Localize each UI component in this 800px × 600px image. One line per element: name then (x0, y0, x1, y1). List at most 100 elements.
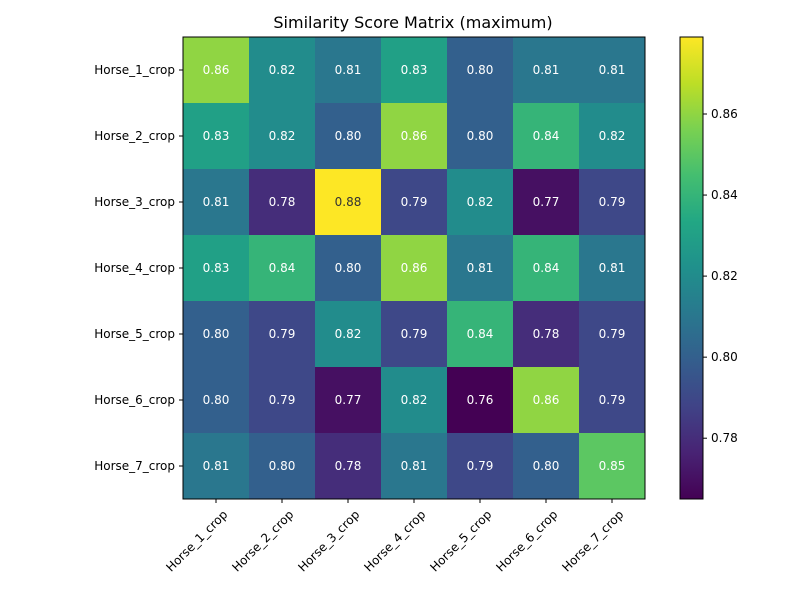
cell-value-label: 0.84 (533, 261, 560, 275)
cell-value-label: 0.82 (269, 129, 296, 143)
heatmap-cell (381, 433, 448, 500)
cell-value-label: 0.81 (203, 459, 230, 473)
heatmap-cell (315, 235, 382, 302)
cell-value-label: 0.82 (599, 129, 626, 143)
heatmap-cell (249, 235, 316, 302)
colorbar-tick-label: 0.78 (711, 431, 738, 445)
cell-value-label: 0.85 (599, 459, 626, 473)
heatmap-cell (513, 37, 580, 104)
cell-value-label: 0.84 (533, 129, 560, 143)
cell-value-label: 0.81 (467, 261, 494, 275)
y-tick-label: Horse_3_crop (94, 195, 175, 209)
heatmap-cell (447, 169, 514, 236)
cell-value-label: 0.80 (335, 261, 362, 275)
cell-value-label: 0.81 (203, 195, 230, 209)
cell-value-label: 0.81 (599, 261, 626, 275)
heatmap-cell (249, 367, 316, 434)
x-tick-label: Horse_4_crop (361, 507, 428, 574)
cell-value-label: 0.82 (401, 393, 428, 407)
heatmap-cell (579, 169, 646, 236)
x-tick-label: Horse_5_crop (427, 507, 494, 574)
y-tick-label: Horse_1_crop (94, 63, 175, 77)
heatmap-cell (249, 169, 316, 236)
cell-value-label: 0.80 (203, 327, 230, 341)
heatmap-cell (381, 37, 448, 104)
heatmap-cell (381, 169, 448, 236)
cell-value-label: 0.86 (203, 63, 230, 77)
cell-value-label: 0.83 (401, 63, 428, 77)
colorbar-frame (679, 36, 704, 500)
heatmap-cell (183, 367, 250, 434)
cell-value-label: 0.80 (467, 129, 494, 143)
cell-value-label: 0.78 (335, 459, 362, 473)
cell-value-label: 0.88 (335, 195, 362, 209)
cell-value-label: 0.80 (533, 459, 560, 473)
cell-value-label: 0.82 (335, 327, 362, 341)
heatmap-cell (447, 433, 514, 500)
cell-value-label: 0.80 (203, 393, 230, 407)
cell-value-label: 0.81 (401, 459, 428, 473)
x-tick-label: Horse_3_crop (295, 507, 362, 574)
heatmap-cell (381, 301, 448, 368)
cell-value-label: 0.77 (335, 393, 362, 407)
heatmap-cell (381, 367, 448, 434)
colorbar-tick-label: 0.86 (711, 107, 738, 121)
cell-value-label: 0.83 (203, 261, 230, 275)
heatmap-cell (249, 301, 316, 368)
heatmap-cell (513, 301, 580, 368)
x-tick-label: Horse_1_crop (163, 507, 230, 574)
cell-value-label: 0.78 (269, 195, 296, 209)
colorbar-gradient (680, 37, 703, 499)
cell-value-label: 0.82 (467, 195, 494, 209)
y-tick-label: Horse_4_crop (94, 261, 175, 275)
cell-value-label: 0.86 (401, 261, 428, 275)
cell-value-label: 0.86 (401, 129, 428, 143)
heatmap-cell (381, 103, 448, 170)
cell-value-label: 0.86 (533, 393, 560, 407)
heatmap-cell (447, 301, 514, 368)
heatmap-cell (315, 301, 382, 368)
y-tick-label: Horse_5_crop (94, 327, 175, 341)
cell-value-label: 0.79 (269, 393, 296, 407)
colorbar-tick-label: 0.80 (711, 350, 738, 364)
y-tick-label: Horse_7_crop (94, 459, 175, 473)
cell-value-label: 0.84 (467, 327, 494, 341)
x-tick-label: Horse_2_crop (229, 507, 296, 574)
cell-value-label: 0.81 (533, 63, 560, 77)
cell-value-label: 0.78 (533, 327, 560, 341)
heatmap-cell (315, 37, 382, 104)
heatmap-cell (381, 235, 448, 302)
heatmap-cell (315, 433, 382, 500)
heatmap-cell (249, 37, 316, 104)
y-tick-label: Horse_2_crop (94, 129, 175, 143)
heatmap-cell (183, 433, 250, 500)
cell-value-label: 0.84 (269, 261, 296, 275)
heatmap-cell (249, 433, 316, 500)
heatmap-cell (579, 103, 646, 170)
colorbar-tick-label: 0.82 (711, 269, 738, 283)
heatmap-cell (183, 103, 250, 170)
heatmap-cell-labels: 0.86 0.82 0.81 0.83 0.80 0.81 0.81 0.83 0.82 0.80… (203, 63, 626, 473)
heatmap-cell (315, 169, 382, 236)
cell-value-label: 0.80 (269, 459, 296, 473)
heatmap-cell (447, 235, 514, 302)
cell-value-label: 0.81 (599, 63, 626, 77)
colorbar: 0.78 0.80 0.82 0.84 0.86 (679, 36, 738, 500)
heatmap-cell (513, 367, 580, 434)
heatmap-cell (513, 169, 580, 236)
cell-value-label: 0.80 (467, 63, 494, 77)
cell-value-label: 0.79 (599, 195, 626, 209)
cell-value-label: 0.79 (599, 327, 626, 341)
colorbar-tick-label: 0.84 (711, 188, 738, 202)
heatmap-cell (579, 235, 646, 302)
cell-value-label: 0.80 (335, 129, 362, 143)
cell-value-label: 0.79 (467, 459, 494, 473)
heatmap-cells (183, 37, 646, 500)
heatmap-cell (183, 301, 250, 368)
heatmap-cell (447, 37, 514, 104)
heatmap-cell (447, 103, 514, 170)
heatmap-cell (513, 433, 580, 500)
cell-value-label: 0.77 (533, 195, 560, 209)
heatmap-cell (579, 301, 646, 368)
